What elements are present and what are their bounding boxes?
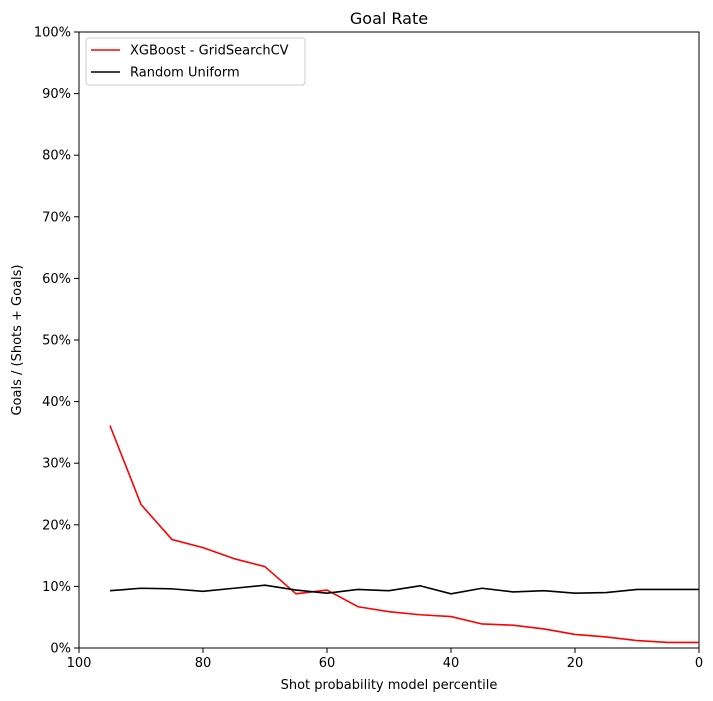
y-tick-label: 60% — [42, 272, 71, 287]
x-axis: 100 80 60 40 20 0 — [67, 648, 703, 671]
legend-label: Random Uniform — [130, 66, 240, 81]
y-tick-label: 80% — [42, 149, 71, 164]
legend-label: XGBoost - GridSearchCV — [130, 44, 289, 59]
y-tick-label: 10% — [42, 580, 71, 595]
y-tick-label: 0% — [50, 642, 71, 657]
plot-area — [78, 31, 700, 649]
y-tick-label: 100% — [34, 26, 71, 41]
x-axis-title: Shot probability model percentile — [281, 678, 498, 693]
x-tick-label: 100 — [67, 656, 92, 671]
legend-box — [85, 37, 306, 86]
series-line-xgboost — [109, 425, 699, 644]
y-tick-label: 40% — [42, 395, 71, 410]
x-tick-label: 60 — [319, 656, 336, 671]
y-tick-label: 90% — [42, 87, 71, 102]
x-tick-label: 0 — [695, 656, 703, 671]
x-tick-label: 40 — [443, 656, 460, 671]
plot-frame — [78, 31, 700, 649]
legend: XGBoost - GridSearchCV Random Uniform — [85, 37, 306, 86]
y-tick-label: 50% — [42, 334, 71, 349]
series-layer — [109, 425, 699, 644]
y-tick-label: 30% — [42, 457, 71, 472]
x-tick-label: 20 — [567, 656, 584, 671]
chart-title: Goal Rate — [350, 9, 428, 28]
y-axis-title: Goals / (Shots + Goals) — [10, 264, 25, 415]
y-tick-label: 20% — [42, 518, 71, 533]
y-tick-label: 70% — [42, 210, 71, 225]
y-axis: 0% 10% 20% 30% 40% 50% 60% 70% 80% 90% 100% — [34, 26, 79, 657]
x-tick-label: 80 — [195, 656, 212, 671]
series-line-random-uniform — [109, 584, 699, 595]
